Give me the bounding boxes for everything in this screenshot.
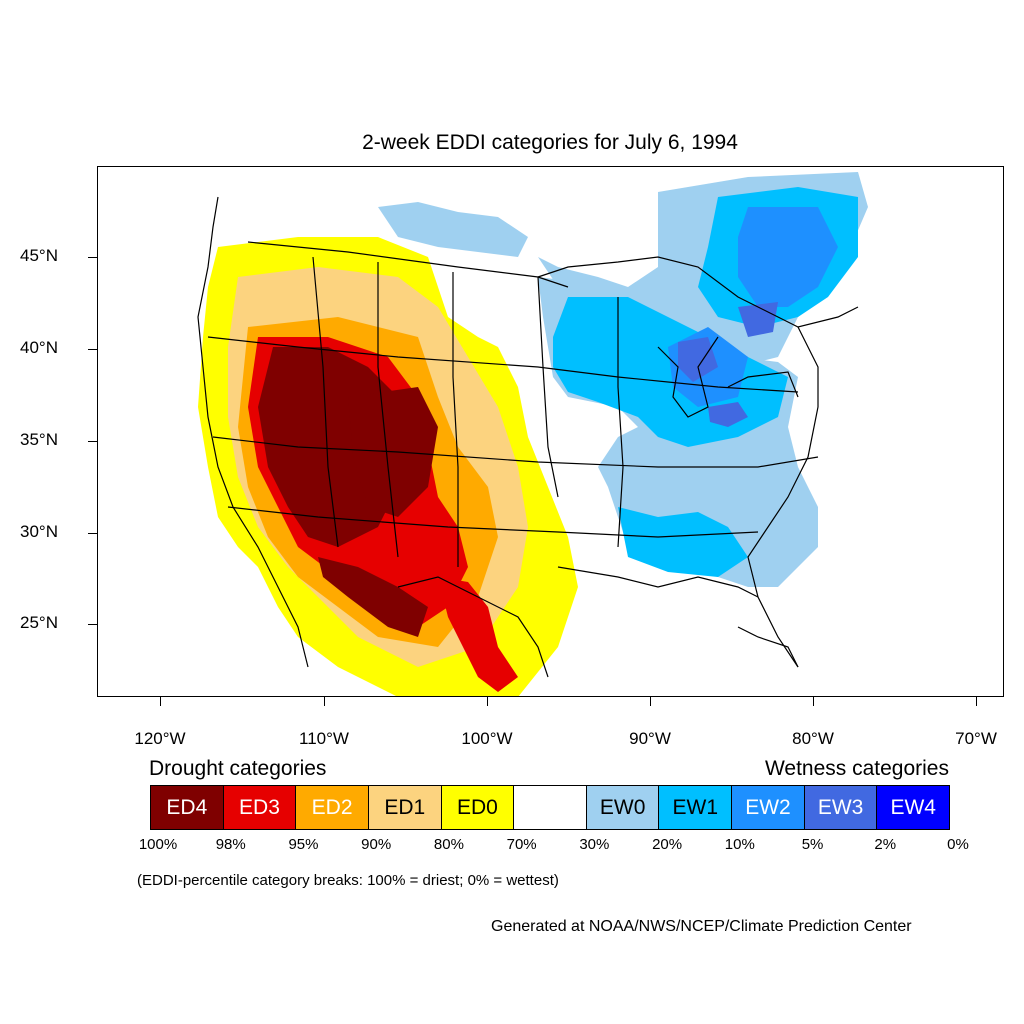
percentile-label: 5% <box>801 836 824 853</box>
percentile-label: 100% <box>138 836 178 853</box>
lon-tick <box>976 697 977 706</box>
legend-swatch: ED1 <box>368 786 442 829</box>
legend-swatch <box>514 786 587 829</box>
legend-swatch: EW2 <box>732 786 805 829</box>
lat-label-30: 30°N <box>20 522 58 541</box>
boundary-lines <box>197 196 859 678</box>
lon-label-80: 80°W <box>792 729 834 748</box>
percentile-label: 90% <box>361 836 392 853</box>
legend-swatch: EW4 <box>877 786 950 829</box>
category-legend: ED4 ED3 ED2 ED1 ED0 EW0 EW1 EW2 EW3 EW4 <box>150 785 950 830</box>
lon-tick <box>324 697 325 706</box>
legend-swatch: EW1 <box>659 786 733 829</box>
lon-label-90: 90°W <box>629 729 671 748</box>
percentile-label: 95% <box>288 836 319 853</box>
lat-label-45: 45°N <box>20 246 58 265</box>
legend-swatch: ED4 <box>151 786 224 829</box>
wetness-heading: Wetness categories <box>764 757 949 780</box>
lat-label-35: 35°N <box>20 430 58 449</box>
percentile-label: 30% <box>579 836 610 853</box>
legend-swatch: ED3 <box>223 786 297 829</box>
lon-tick <box>487 697 488 706</box>
lon-label-70: 70°W <box>955 729 997 748</box>
legend-swatch: EW0 <box>586 786 660 829</box>
percentile-label: 98% <box>215 836 246 853</box>
lon-label-120: 120°W <box>134 729 186 748</box>
percentile-label: 80% <box>433 836 464 853</box>
lon-tick <box>650 697 651 706</box>
lat-label-40: 40°N <box>20 338 58 357</box>
lon-label-100: 100°W <box>461 729 513 748</box>
percentile-label: 10% <box>724 836 755 853</box>
legend-note: (EDDI-percentile category breaks: 100% =… <box>137 872 559 889</box>
drought-heading: Drought categories <box>149 757 327 780</box>
credit-text: Generated at NOAA/NWS/NCEP/Climate Predi… <box>491 918 912 935</box>
lon-label-110: 110°W <box>299 729 349 748</box>
percentile-label: 0% <box>947 836 969 853</box>
percentile-label: 20% <box>652 836 683 853</box>
lat-tick <box>88 257 97 258</box>
percentile-label: 2% <box>874 836 897 853</box>
eddi-map <box>97 166 1004 697</box>
lat-tick <box>88 533 97 534</box>
lat-tick <box>88 441 97 442</box>
percentile-label: 70% <box>506 836 537 853</box>
wetness-fill <box>378 172 868 587</box>
legend-swatch: ED0 <box>441 786 515 829</box>
lat-tick <box>88 624 97 625</box>
eddi-map-canvas <box>197 172 868 696</box>
legend-swatch: ED2 <box>296 786 369 829</box>
lon-tick <box>813 697 814 706</box>
lat-tick <box>88 349 97 350</box>
lat-label-25: 25°N <box>20 613 58 632</box>
legend-swatch: EW3 <box>804 786 878 829</box>
map-title: 2-week EDDI categories for July 6, 1994 <box>362 131 738 154</box>
lon-tick <box>160 697 161 706</box>
